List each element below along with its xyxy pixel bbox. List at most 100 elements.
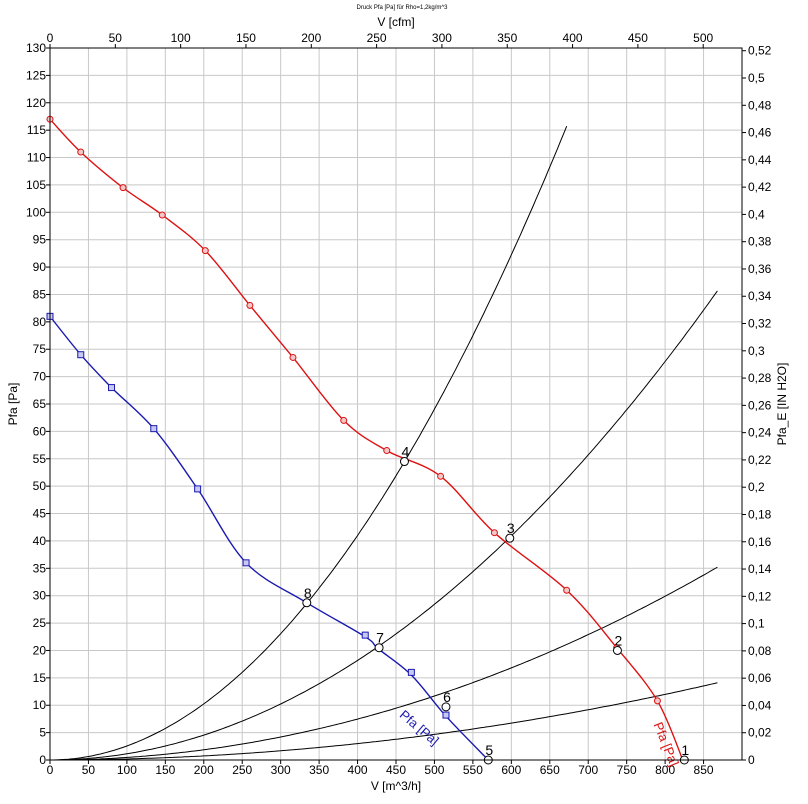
data-point: [108, 384, 116, 392]
x-tick-label: 150: [155, 763, 175, 777]
system-curve: [50, 566, 718, 761]
data-point: [407, 668, 415, 676]
y2-tick-label: 0,32: [748, 317, 772, 331]
y2-tick-label: 0,16: [748, 535, 772, 549]
data-point: [361, 631, 369, 639]
x2-tick-label: 450: [628, 31, 648, 45]
operating-point-label: 7: [376, 630, 384, 646]
data-point: [158, 211, 166, 219]
tick-labels: 0 50 100 150 200 250 300 350 400 450 500 550 600 650 7…: [26, 31, 772, 777]
x-tick-label: 200: [194, 763, 214, 777]
x2-tick-label: 350: [497, 31, 517, 45]
y2-tick-label: 0,28: [748, 371, 772, 385]
operating-point-label: 5: [485, 742, 493, 758]
x-tick-label: 350: [309, 763, 329, 777]
x-tick-label: 550: [463, 763, 483, 777]
y-tick-label: 0: [39, 753, 46, 767]
operating-point: [302, 598, 312, 608]
y-tick-label: 20: [33, 643, 47, 657]
y2-tick-label: 0,4: [748, 207, 765, 221]
operating-point: [441, 702, 451, 712]
data-point: [119, 184, 127, 192]
y-tick-label: 75: [33, 342, 47, 356]
y2-tick-label: 0,08: [748, 644, 772, 658]
y2-tick-label: 0: [748, 753, 755, 767]
operating-point: [612, 645, 622, 655]
x2-tick-label: 400: [563, 31, 583, 45]
system-curve: [50, 126, 568, 761]
y-axis-label: Pfa [Pa]: [6, 383, 20, 426]
y-tick-label: 100: [26, 205, 46, 219]
y-tick-label: 50: [33, 479, 47, 493]
y2-tick-label: 0,22: [748, 453, 772, 467]
grid-lines: [49, 47, 742, 761]
data-point: [246, 301, 254, 309]
y2-tick-label: 0,1: [748, 617, 765, 631]
x-tick-label: 750: [617, 763, 637, 777]
data-point: [242, 559, 250, 567]
x2-tick-label: 50: [109, 31, 123, 45]
x-tick-label: 500: [424, 763, 444, 777]
x2-tick-label: 300: [432, 31, 452, 45]
data-point: [77, 351, 85, 359]
series-line: [49, 315, 489, 761]
y-tick-label: 25: [33, 616, 47, 630]
y2-tick-label: 0,04: [748, 698, 772, 712]
y2-axis-label: Pfa_E [IN H2O]: [775, 363, 789, 446]
y2-tick-label: 0,52: [748, 44, 772, 58]
y2-tick-label: 0,5: [748, 71, 765, 85]
y2-tick-label: 0,48: [748, 98, 772, 112]
x-tick-label: 50: [82, 763, 96, 777]
y-tick-label: 70: [33, 370, 47, 384]
x2-tick-label: 500: [693, 31, 713, 45]
y2-tick-label: 0,3: [748, 344, 765, 358]
y-tick-label: 60: [33, 424, 47, 438]
y2-tick-label: 0,46: [748, 126, 772, 140]
operating-point: [399, 457, 409, 467]
y-tick-label: 55: [33, 452, 47, 466]
data-point: [653, 697, 661, 705]
y2-tick-label: 0,18: [748, 507, 772, 521]
y-tick-label: 105: [26, 178, 46, 192]
y2-tick-label: 0,12: [748, 589, 772, 603]
x2-tick-label: 0: [47, 31, 54, 45]
y2-tick-label: 0,38: [748, 235, 772, 249]
y-tick-label: 10: [33, 698, 47, 712]
data-point: [77, 148, 85, 156]
x-tick-label: 800: [655, 763, 675, 777]
y-tick-label: 5: [39, 726, 46, 740]
y-tick-label: 85: [33, 287, 47, 301]
y2-tick-label: 0,44: [748, 153, 772, 167]
x-tick-label: 850: [694, 763, 714, 777]
x-tick-label: 0: [47, 763, 54, 777]
y-tick-label: 30: [33, 589, 47, 603]
data-point: [437, 472, 445, 480]
x2-tick-label: 200: [301, 31, 321, 45]
y2-tick-label: 0,14: [748, 562, 772, 576]
y-tick-label: 45: [33, 507, 47, 521]
y-tick-label: 90: [33, 260, 47, 274]
y2-tick-label: 0,06: [748, 671, 772, 685]
y2-tick-label: 0,42: [748, 180, 772, 194]
data-point: [289, 353, 297, 361]
y-tick-label: 35: [33, 561, 47, 575]
operating-points: 1 2 3 4 5 6 7 8: [302, 444, 689, 765]
operating-point-label: 6: [443, 689, 451, 705]
system-curve: [50, 290, 718, 761]
x-tick-label: 700: [578, 763, 598, 777]
y-tick-label: 115: [27, 123, 46, 137]
y2-tick-label: 0,24: [748, 426, 772, 440]
x-tick-label: 450: [386, 763, 406, 777]
data-point: [383, 447, 391, 455]
x-tick-label: 300: [271, 763, 291, 777]
operating-point-label: 4: [402, 444, 410, 460]
y2-tick-label: 0,34: [748, 289, 772, 303]
x2-tick-label: 100: [171, 31, 191, 45]
operating-point-label: 3: [507, 520, 515, 536]
data-point: [194, 485, 202, 493]
x2-axis-label: V [cfm]: [377, 15, 414, 29]
x-tick-label: 650: [540, 763, 560, 777]
series-labels: Pfa [Pa]Pfa [Pa]: [397, 707, 682, 768]
y-tick-label: 80: [33, 315, 47, 329]
x-tick-label: 250: [232, 763, 252, 777]
